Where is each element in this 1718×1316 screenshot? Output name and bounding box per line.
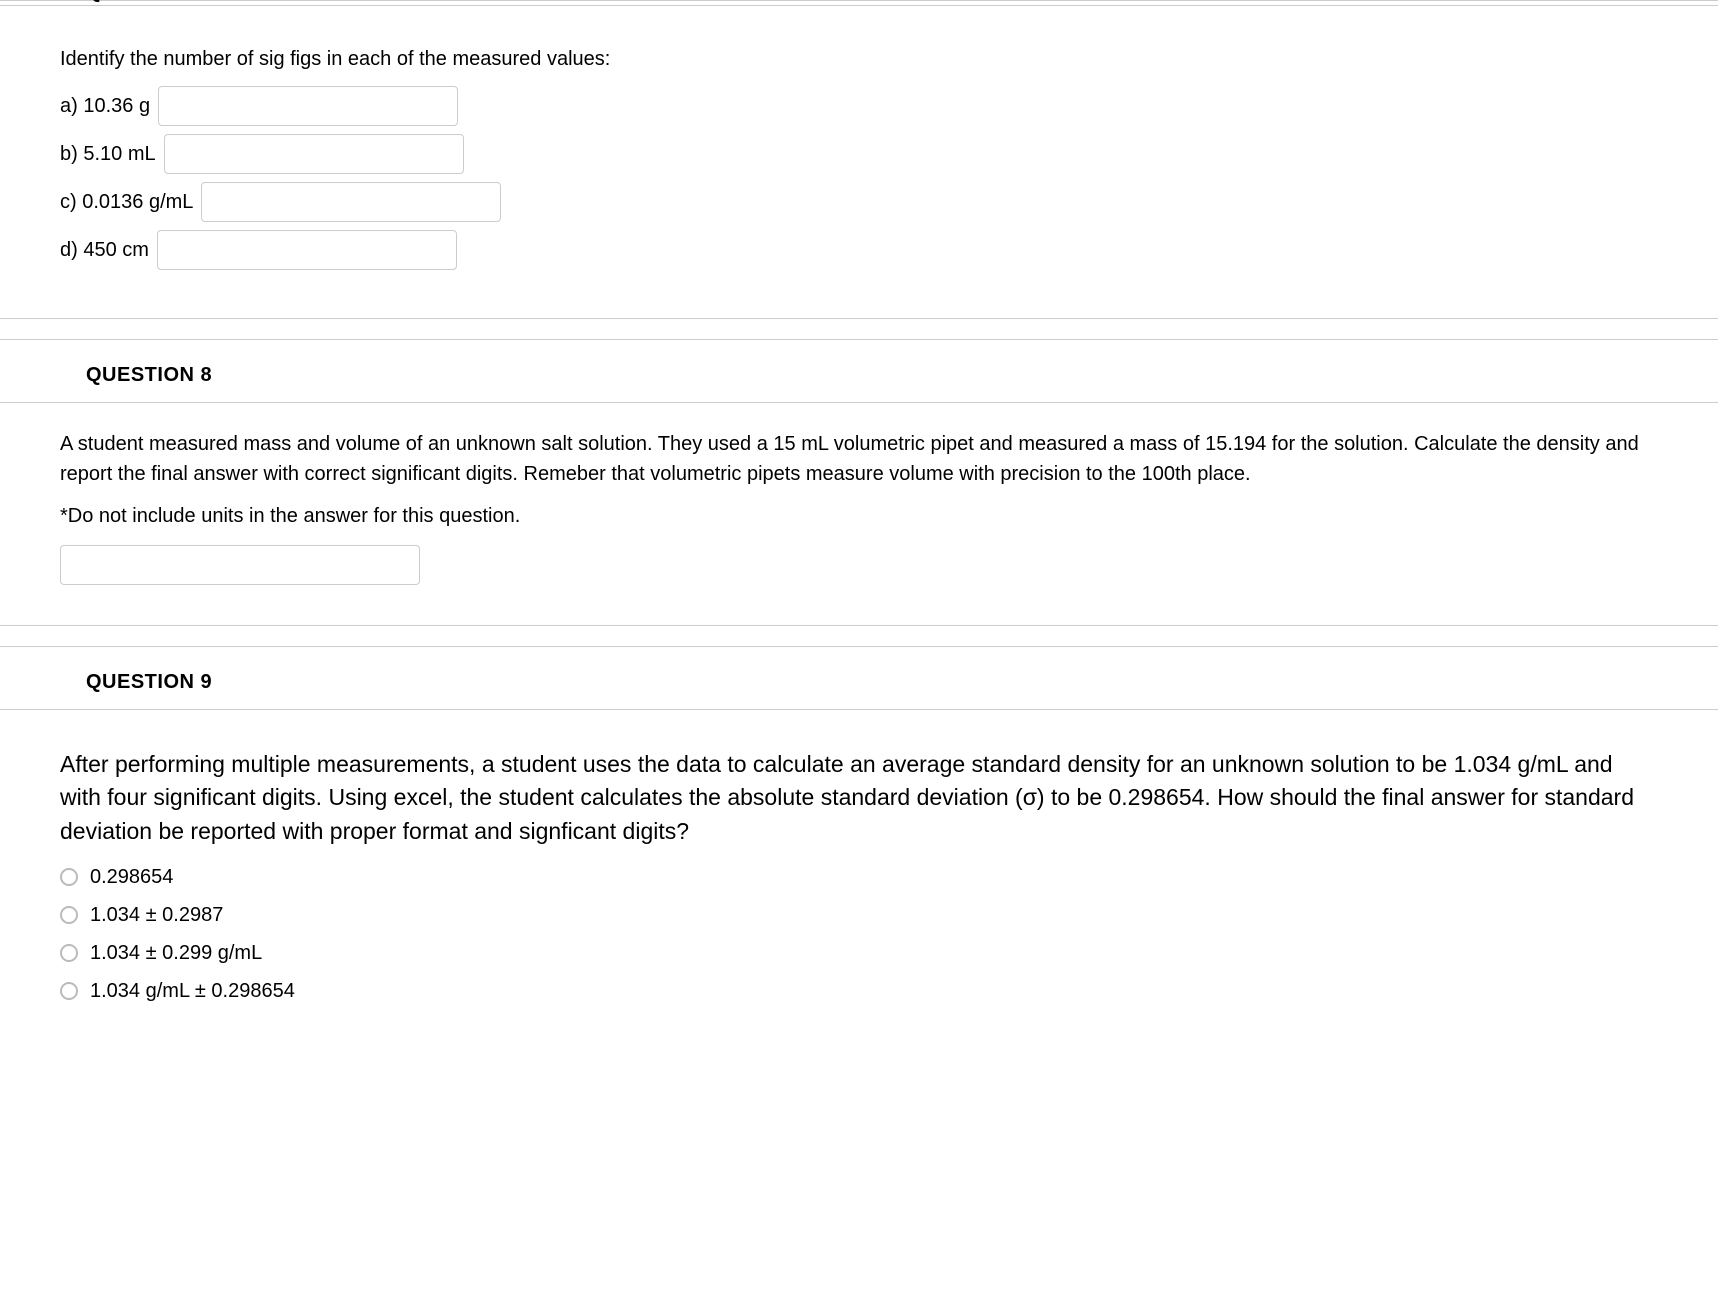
q8-input-wrap	[60, 545, 1658, 585]
question-9-header: QUESTION 9	[0, 647, 1718, 709]
question-8-header: QUESTION 8	[0, 340, 1718, 402]
q7-input-a[interactable]	[158, 86, 458, 126]
question-8-body-wrap: A student measured mass and volume of an…	[0, 402, 1718, 626]
question-8-section: QUESTION 8 A student measured mass and v…	[0, 339, 1718, 626]
q7-label-a: a) 10.36 g	[60, 91, 150, 121]
q7-row-a: a) 10.36 g	[60, 86, 1658, 126]
q9-option-1-label: 1.034 ± 0.2987	[90, 900, 223, 930]
radio-icon	[60, 982, 78, 1000]
question-8-body: A student measured mass and volume of an…	[60, 429, 1658, 585]
question-9-body-wrap: After performing multiple measurements, …	[0, 709, 1718, 1024]
q9-option-2-label: 1.034 ± 0.299 g/mL	[90, 938, 262, 968]
q9-option-3-label: 1.034 g/mL ± 0.298654	[90, 976, 295, 1006]
q9-option-2[interactable]: 1.034 ± 0.299 g/mL	[60, 938, 1658, 968]
q7-row-b: b) 5.10 mL	[60, 134, 1658, 174]
q7-input-b[interactable]	[164, 134, 464, 174]
radio-icon	[60, 906, 78, 924]
q7-label-c: c) 0.0136 g/mL	[60, 187, 193, 217]
question-7-header: QUESTION 7	[0, 0, 1718, 5]
question-7-body-wrap: Identify the number of sig figs in each …	[0, 5, 1718, 319]
q7-label-b: b) 5.10 mL	[60, 139, 156, 169]
q9-option-0-label: 0.298654	[90, 862, 173, 892]
radio-icon	[60, 944, 78, 962]
question-9-body: After performing multiple measurements, …	[60, 748, 1658, 1006]
question-7-body: Identify the number of sig figs in each …	[60, 44, 1658, 270]
q7-row-d: d) 450 cm	[60, 230, 1658, 270]
q8-note: *Do not include units in the answer for …	[60, 501, 1658, 531]
q7-prompt: Identify the number of sig figs in each …	[60, 44, 1658, 74]
q7-row-c: c) 0.0136 g/mL	[60, 182, 1658, 222]
q9-option-3[interactable]: 1.034 g/mL ± 0.298654	[60, 976, 1658, 1006]
question-7-header-text: QUESTION 7	[86, 0, 212, 5]
q9-option-1[interactable]: 1.034 ± 0.2987	[60, 900, 1658, 930]
q7-input-c[interactable]	[201, 182, 501, 222]
question-7-section: QUESTION 7 Identify the number of sig fi…	[0, 0, 1718, 319]
q7-input-d[interactable]	[157, 230, 457, 270]
quiz-page: QUESTION 7 Identify the number of sig fi…	[0, 0, 1718, 1024]
q9-prompt: After performing multiple measurements, …	[60, 748, 1658, 848]
radio-icon	[60, 868, 78, 886]
q7-label-d: d) 450 cm	[60, 235, 149, 265]
q9-options: 0.298654 1.034 ± 0.2987 1.034 ± 0.299 g/…	[60, 862, 1658, 1006]
q9-option-0[interactable]: 0.298654	[60, 862, 1658, 892]
q8-prompt: A student measured mass and volume of an…	[60, 429, 1658, 489]
q8-input[interactable]	[60, 545, 420, 585]
question-9-section: QUESTION 9 After performing multiple mea…	[0, 646, 1718, 1024]
